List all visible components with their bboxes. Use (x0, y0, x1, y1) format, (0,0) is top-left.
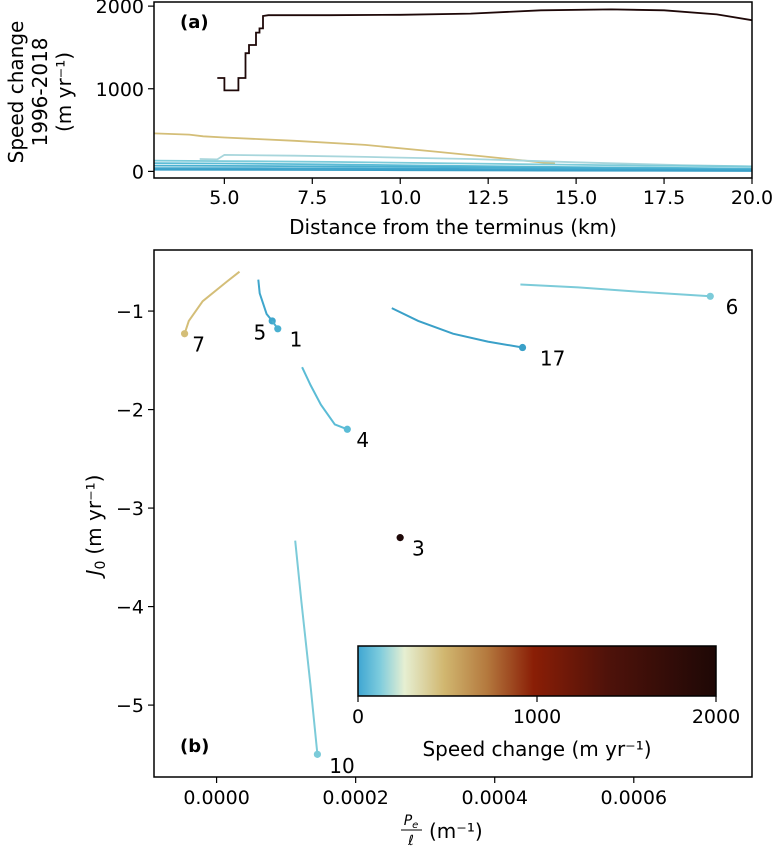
panel-a-series-line-10 (154, 164, 752, 171)
panel-b-endpoint-4 (343, 425, 351, 433)
panel-a-y-tick-label: 2000 (96, 0, 144, 18)
x-label-unit: (m⁻¹) (429, 819, 483, 843)
panel-b-y-tick-label: −2 (116, 400, 144, 422)
panel-b-y-axis-label: J0(m yr⁻¹) (82, 475, 109, 580)
panel-b-point-label-10: 10 (329, 754, 354, 778)
colorbar-tick-label: 0 (352, 706, 364, 728)
colorbar-label: Speed change (m yr⁻¹) (422, 737, 651, 761)
panel-a-ticks: 5.0 7.5 10.0 12.5 15.0 17.5 20.0 0 1000 2000 (96, 0, 774, 209)
panel-b-frame (153, 249, 753, 778)
panel-b-trajectory-5 (257, 279, 273, 322)
panel-a-x-axis-label: Distance from the terminus (km) (289, 215, 617, 239)
x-label-denominator: ℓ (407, 833, 414, 849)
colorbar-tick-label: 1000 (513, 706, 561, 728)
panel-a-series-line-4 (154, 167, 752, 172)
panel-b-label: (b) (180, 736, 209, 757)
panel-b-trajectory-6 (520, 283, 711, 298)
panel-a-x-tick-label: 7.5 (297, 187, 327, 209)
panel-b-trajectory-4 (301, 366, 348, 431)
y-label-line-1: Speed change (4, 21, 28, 164)
panel-b-endpoint-1 (274, 325, 282, 333)
panel-b-y-tick-label: −1 (116, 301, 144, 323)
panel-b-endpoint-3 (396, 534, 404, 542)
colorbar-gradient (357, 645, 717, 697)
panel-b-y-tick-label: −4 (116, 597, 144, 619)
panel-a-x-tick-label: 17.5 (643, 187, 685, 209)
y-label-line-3: (m yr⁻¹) (52, 52, 76, 132)
panel-b-y-tick-label: −3 (116, 498, 144, 520)
panel-a-x-tick-label: 12.5 (467, 187, 509, 209)
panel-a-series-line-3 (217, 8, 752, 92)
panel-b-series (180, 270, 714, 758)
panel-b-trajectory-17 (391, 307, 523, 349)
y-label-text: J0(m yr⁻¹) (82, 475, 109, 580)
panel-b-x-tick-label: 0.0000 (183, 787, 249, 809)
panel-b-point-label-6: 6 (726, 295, 739, 319)
panel-b-point-label-1: 1 (290, 328, 303, 352)
panel-a-series-line-17 (154, 159, 752, 168)
y-label-line-2: 1996-2018 (28, 37, 52, 146)
panel-a-x-tick-label: 15.0 (555, 187, 597, 209)
panel-b-endpoint-7 (180, 330, 189, 338)
panel-a-label: (a) (180, 12, 209, 33)
panel-b-point-labels: 7 5 1 17 6 4 3 10 (192, 295, 738, 778)
panel-a-x-tick-label: 5.0 (209, 187, 239, 209)
colorbar: 0 1000 2000 Speed change (m yr⁻¹) (352, 645, 740, 761)
panel-b-trajectory-7 (183, 270, 241, 335)
panel-b-endpoint-10 (313, 750, 322, 758)
panel-b-ticks: 0.0000 0.0002 0.0004 0.0006 −1 −2 −3 −4 −5 (116, 301, 667, 809)
panel-b-point-label-3: 3 (412, 536, 425, 560)
panel-a-y-tick-label: 1000 (96, 79, 144, 101)
colorbar-ticks: 0 1000 2000 (352, 696, 740, 728)
panel-a-y-tick-label: 0 (132, 161, 144, 183)
panel-b-endpoint-17 (518, 343, 527, 352)
panel-b: 7 5 1 17 6 4 3 10 (b) 0.0000 0.0002 0.0004 0.0006 −… (82, 249, 753, 849)
panel-b-point-label-7: 7 (192, 333, 205, 357)
panel-a-frame (153, 1, 753, 179)
panel-b-y-tick-label: −5 (116, 695, 144, 717)
colorbar-tick-label: 2000 (692, 706, 740, 728)
panel-b-point-label-17: 17 (540, 346, 565, 370)
panel-a-series-line-6 (199, 153, 752, 168)
panel-b-x-axis-label: Pe ℓ (m⁻¹) (401, 813, 483, 849)
panel-b-point-label-4: 4 (356, 428, 369, 452)
panel-a-y-axis-label: Speed change 1996-2018 (m yr⁻¹) (4, 21, 76, 164)
panel-b-endpoint-6 (706, 292, 714, 300)
panel-a-x-tick-label: 20.0 (731, 187, 773, 209)
panel-a: (a) 5.0 7.5 10.0 12.5 15.0 17.5 20.0010002000 … (4, 0, 773, 239)
panel-b-trajectory-10 (294, 540, 319, 755)
x-label-numerator: Pe (404, 813, 419, 831)
panel-b-x-tick-label: 0.0004 (461, 787, 527, 809)
panel-a-series-line-5 (154, 168, 752, 172)
panel-a-series (154, 8, 752, 172)
panel-b-x-tick-label: 0.0002 (322, 787, 388, 809)
panel-b-x-tick-label: 0.0006 (601, 787, 667, 809)
panel-a-x-tick-label: 10.0 (379, 187, 421, 209)
panel-b-point-label-5: 5 (253, 321, 266, 345)
